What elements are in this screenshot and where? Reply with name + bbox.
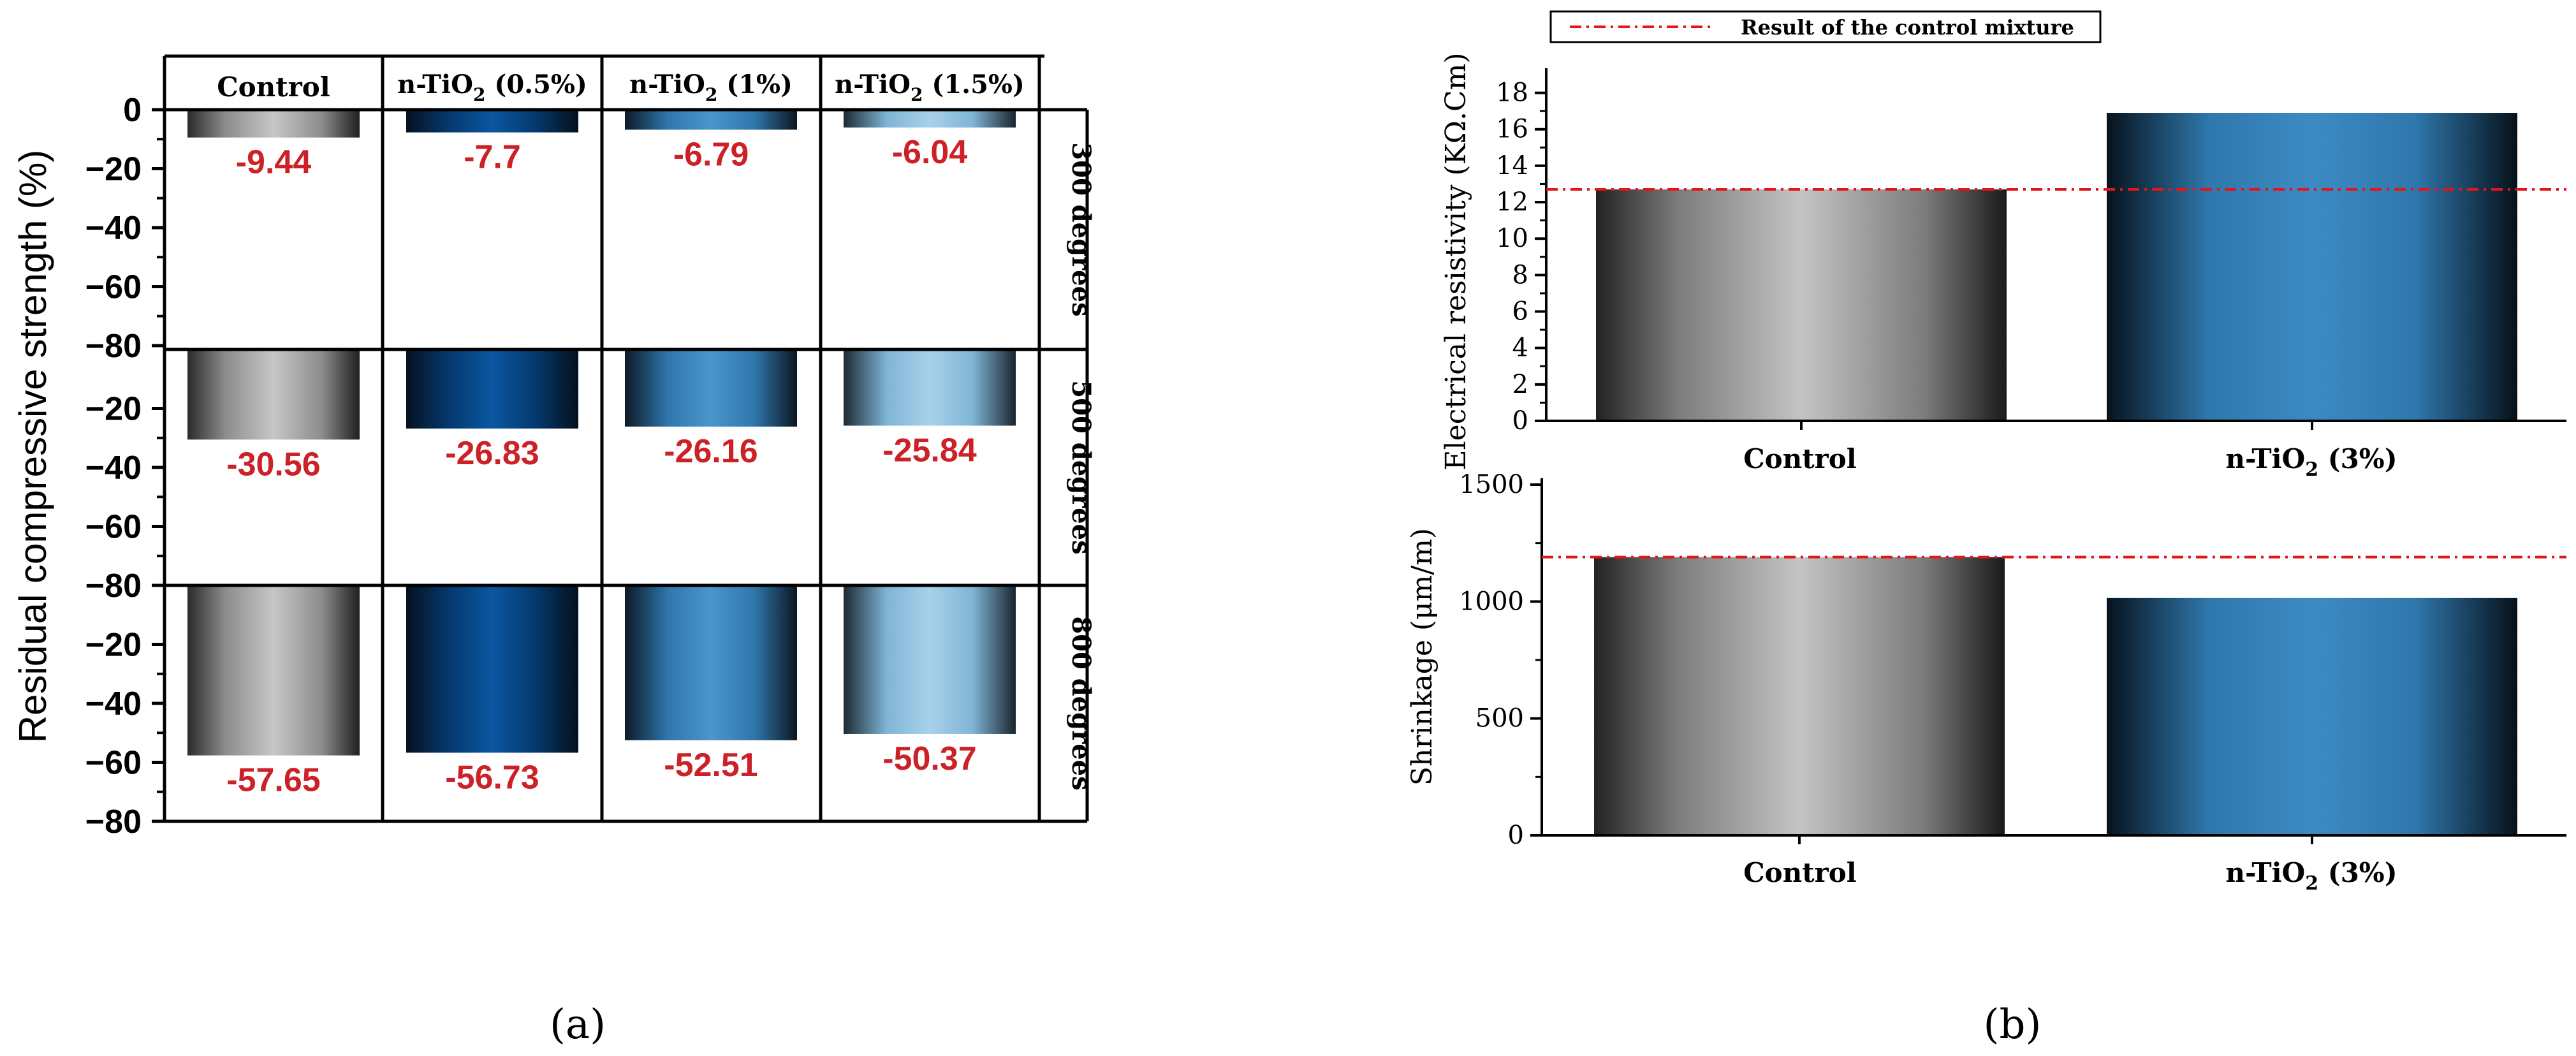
resistivity-bar-control (1596, 189, 2007, 421)
shrinkage-y-tick-label: 0 (1508, 821, 1524, 850)
panel-a-caption: (a) (550, 1001, 606, 1048)
resistivity-y-tick-label: 14 (1496, 151, 1528, 180)
bar-500-degrees-col-2 (406, 349, 578, 429)
shrinkage-bar-ntio2-3 (2107, 598, 2517, 835)
legend-label: Result of the control mixture (1741, 15, 2074, 40)
shrinkage-y-tick-label: 1000 (1459, 587, 1524, 616)
y-tick-label: −80 (85, 568, 142, 605)
y-tick-label: 0 (123, 92, 142, 129)
shrinkage-axes: 0 500 1000 1500 (1459, 470, 2566, 850)
bar-800-degrees-col-3 (625, 585, 797, 740)
resistivity-y-tick-label: 16 (1496, 115, 1528, 144)
resistivity-y-tick-label: 6 (1512, 297, 1528, 326)
value-label-500-degrees-col-1: -30.56 (226, 446, 320, 483)
y-tick-label: −40 (85, 686, 142, 722)
shrinkage-y-axis-label: Shrinkage (μm/m) (1406, 528, 1438, 786)
resistivity-x-label-ntio2: n-TiO2 (3%) (2225, 443, 2397, 481)
bar-500-degrees-col-3 (625, 349, 797, 427)
shrinkage-x-label-control: Control (1743, 857, 1856, 888)
resistivity-y-tick-label: 0 (1512, 406, 1528, 436)
value-label-800-degrees-col-2: -56.73 (445, 759, 539, 796)
shrinkage-x-label-ntio2: n-TiO2 (3%) (2225, 857, 2397, 895)
resistivity-bar-ntio2-3 (2107, 113, 2517, 421)
y-tick-label: −20 (85, 627, 142, 664)
y-tick-label: −80 (85, 803, 142, 840)
resistivity-y-tick-label: 2 (1512, 370, 1528, 399)
column-header-ntio2-1: n-TiO2 (1%) (629, 70, 793, 105)
shrinkage-y-tick-label: 500 (1475, 704, 1524, 733)
y-tick-label: −80 (85, 328, 142, 365)
value-label-300-degrees-col-2: -7.7 (464, 139, 521, 176)
bar-500-degrees-col-1 (187, 349, 360, 440)
row-header-300-degrees: 300 degrees (1066, 142, 1096, 316)
bar-800-degrees-col-2 (406, 585, 578, 753)
bar-300-degrees-col-2 (406, 110, 578, 133)
y-tick-label: −40 (85, 450, 142, 487)
resistivity-y-tick-label: 4 (1512, 334, 1528, 363)
bar-800-degrees-col-4 (844, 585, 1016, 734)
column-header-ntio2-1-5: n-TiO2 (1.5%) (835, 70, 1025, 105)
shrinkage-y-tick-label: 1500 (1459, 470, 1524, 499)
value-label-500-degrees-col-3: -26.16 (664, 433, 757, 470)
resistivity-y-tick-label: 18 (1496, 78, 1528, 108)
bar-300-degrees-col-4 (844, 110, 1016, 128)
resistivity-axes: 0 2 4 6 8 10 12 14 16 18 (1496, 68, 2566, 436)
bar-300-degrees-col-3 (625, 110, 797, 130)
resistivity-y-tick-label: 10 (1496, 224, 1528, 253)
panel-a: -9.44 -7.7 -6.79 -6.04 -30.56 -26.83 -26.16 -25… (11, 54, 1096, 1048)
resistivity-x-label-control: Control (1743, 443, 1856, 474)
column-header-ntio2-0-5: n-TiO2 (0.5%) (397, 70, 587, 105)
y-tick-label: −60 (85, 509, 142, 546)
resistivity-y-tick-label: 8 (1512, 260, 1528, 290)
resistivity-y-tick-label: 12 (1496, 187, 1528, 217)
value-label-300-degrees-col-4: -6.04 (892, 134, 968, 171)
value-label-500-degrees-col-2: -26.83 (445, 435, 539, 472)
value-label-800-degrees-col-3: -52.51 (664, 747, 757, 784)
panel-b-caption: (b) (1984, 1001, 2042, 1048)
bar-500-degrees-col-4 (844, 349, 1016, 426)
y-tick-label: −60 (85, 745, 142, 782)
row-header-800-degrees: 800 degrees (1066, 616, 1096, 790)
value-label-500-degrees-col-4: -25.84 (882, 432, 977, 469)
bar-800-degrees-col-1 (187, 585, 360, 756)
panel-a-y-axis: 0 −20 −40 −60 −80 −20 −40 −60 −80 −20 −40 −60 −80 (85, 92, 166, 840)
row-header-500-degrees: 500 degrees (1066, 380, 1096, 554)
panel-a-y-axis-label: Residual compressive strength (%) (11, 150, 54, 743)
y-tick-label: −60 (85, 269, 142, 306)
column-header-control: Control (217, 71, 330, 103)
bar-300-degrees-col-1 (187, 110, 360, 138)
value-label-800-degrees-col-4: -50.37 (882, 740, 976, 777)
resistivity-y-axis-label: Electrical resistivity (KΩ.Cm) (1440, 52, 1472, 470)
y-tick-label: −40 (85, 210, 142, 247)
value-label-300-degrees-col-1: -9.44 (236, 144, 312, 181)
y-tick-label: −20 (85, 151, 142, 188)
value-label-300-degrees-col-3: -6.79 (673, 136, 749, 173)
panel-b: Result of the control mixture 0 2 4 6 8 10 12 1… (1406, 10, 2566, 1048)
value-label-800-degrees-col-1: -57.65 (226, 762, 320, 799)
legend-box (1549, 10, 2102, 43)
y-tick-label: −20 (85, 391, 142, 428)
shrinkage-bar-control (1594, 557, 2005, 835)
